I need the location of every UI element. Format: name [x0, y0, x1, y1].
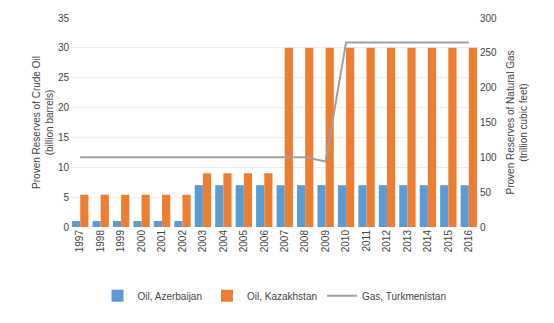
svg-text:2009: 2009 — [320, 230, 331, 253]
svg-text:100: 100 — [480, 152, 497, 163]
svg-text:50: 50 — [480, 187, 492, 198]
svg-text:2010: 2010 — [340, 230, 351, 253]
svg-text:2005: 2005 — [238, 230, 249, 253]
svg-text:2006: 2006 — [259, 230, 270, 253]
svg-text:2007: 2007 — [279, 230, 290, 253]
svg-text:2002: 2002 — [177, 230, 188, 253]
svg-text:Proven Reserves of Crude Oil(b: Proven Reserves of Crude Oil(billion bar… — [31, 56, 55, 189]
svg-text:Proven Reserves of Natural Gas: Proven Reserves of Natural Gas(trillion … — [505, 51, 529, 195]
svg-text:2013: 2013 — [402, 230, 413, 253]
svg-text:2008: 2008 — [299, 230, 310, 253]
svg-text:2016: 2016 — [463, 230, 474, 253]
svg-text:2014: 2014 — [422, 230, 433, 253]
svg-text:2012: 2012 — [381, 230, 392, 253]
svg-text:Oil, Azerbaijan: Oil, Azerbaijan — [138, 291, 202, 302]
svg-text:35: 35 — [58, 13, 70, 24]
svg-text:2004: 2004 — [218, 230, 229, 253]
svg-text:0: 0 — [63, 222, 69, 233]
svg-text:250: 250 — [480, 47, 497, 58]
svg-text:2015: 2015 — [443, 230, 454, 253]
svg-text:2001: 2001 — [156, 230, 167, 253]
svg-text:300: 300 — [480, 13, 497, 24]
svg-text:2000: 2000 — [136, 230, 147, 253]
svg-text:200: 200 — [480, 82, 497, 93]
svg-text:2011: 2011 — [361, 230, 372, 252]
svg-text:1999: 1999 — [115, 230, 126, 253]
svg-text:15: 15 — [58, 132, 70, 143]
svg-text:30: 30 — [58, 42, 70, 53]
svg-text:150: 150 — [480, 117, 497, 128]
svg-text:10: 10 — [58, 162, 70, 173]
svg-text:1998: 1998 — [95, 230, 106, 253]
svg-text:Oil, Kazakhstan: Oil, Kazakhstan — [247, 291, 317, 302]
svg-text:20: 20 — [58, 102, 70, 113]
svg-text:2003: 2003 — [197, 230, 208, 253]
svg-text:0: 0 — [480, 222, 486, 233]
svg-text:5: 5 — [63, 192, 69, 203]
svg-text:Gas, Turkmenistan: Gas, Turkmenistan — [362, 291, 446, 302]
svg-text:1997: 1997 — [74, 230, 85, 253]
svg-text:25: 25 — [58, 72, 70, 83]
